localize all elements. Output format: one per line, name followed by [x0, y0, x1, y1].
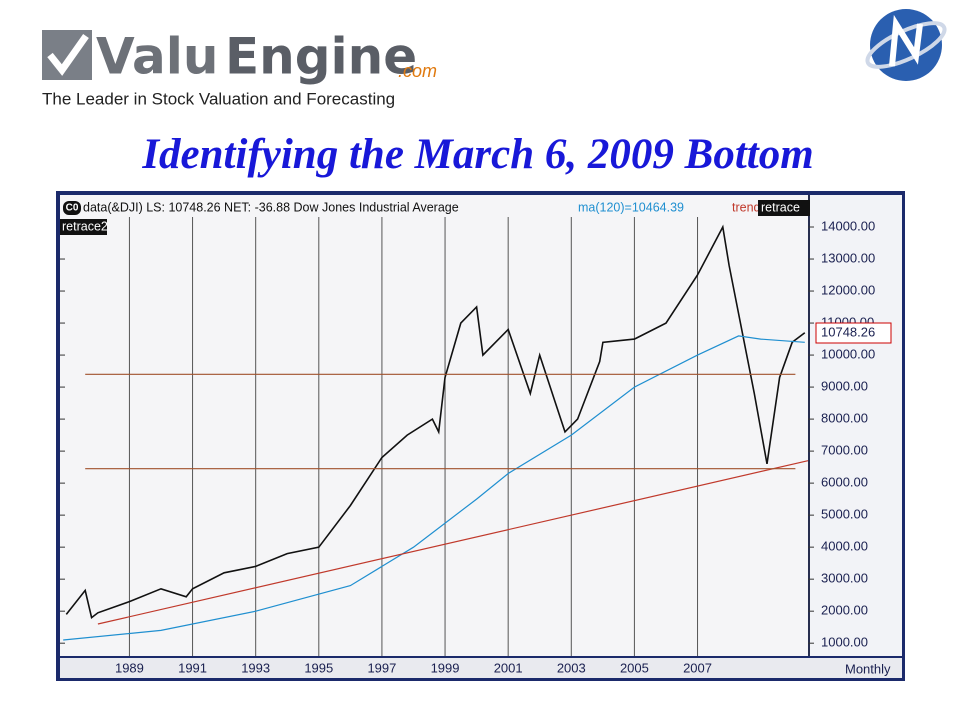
x-tick-label: 1995 [304, 660, 333, 675]
x-tick-label: 1997 [367, 660, 396, 675]
series-line [63, 335, 805, 641]
y-tick-label: 9000.00 [821, 379, 868, 394]
legend-entry: ma(120)=10464.39 [578, 200, 684, 214]
series-line [97, 460, 809, 625]
y-tick-label: 2000.00 [821, 603, 868, 618]
last-price-box [815, 322, 892, 344]
logo-text: Engine [225, 28, 417, 86]
y-tick-label: 4000.00 [821, 539, 868, 554]
y-tick-label: 14000.00 [821, 218, 875, 233]
legend-bg [758, 200, 810, 216]
logo: Valu Engine .com The Leader in Stock Val… [42, 28, 437, 108]
x-tick-label: 1991 [178, 660, 207, 675]
y-tick-label: 1000.00 [821, 635, 868, 650]
logo-check [47, 33, 89, 76]
y-tick-label: 5000.00 [821, 507, 868, 522]
legend-entry: retrace [761, 200, 800, 214]
x-tick-label: 2001 [494, 660, 523, 675]
legend-entry: trend [732, 200, 761, 214]
x-tick-label: 1989 [115, 660, 144, 675]
y-tick-label: 10000.00 [821, 347, 875, 362]
x-axis-area [60, 658, 902, 678]
legend-entry: data(&DJI) LS: 10748.26 NET: -36.88 Dow … [83, 200, 459, 214]
slide-title: Identifying the March 6, 2009 Bottom [141, 131, 813, 178]
x-tick-label: 1999 [431, 660, 460, 675]
tagline: The Leader in Stock Valuation and Foreca… [42, 89, 395, 108]
logo-suffix: .com [398, 61, 437, 81]
plot: 1989 1991 1993 1995 1997 1999 2001 2003 2005 2007… [60, 195, 892, 676]
legend-bg [60, 219, 107, 235]
y-tick-label: 12000.00 [821, 282, 875, 297]
badge [63, 201, 81, 215]
y-tick-label: 8000.00 [821, 411, 868, 426]
x-tick-label: 2003 [557, 660, 586, 675]
period-label: Monthly [845, 661, 891, 676]
legend-entry: retrace2 [62, 219, 108, 233]
plot-area [60, 195, 808, 656]
round-logo [865, 9, 947, 81]
logo-n [889, 14, 923, 67]
x-tick-label: 1993 [241, 660, 270, 675]
x-tick-label: 2005 [620, 660, 649, 675]
series-line [65, 224, 806, 619]
y-axis-area [810, 195, 902, 656]
x-tick-label: 2007 [683, 660, 712, 675]
y-tick-label: 3000.00 [821, 571, 868, 586]
y-tick-label: 6000.00 [821, 475, 868, 490]
logo-text: Valu [96, 28, 218, 86]
y-tick-label: 13000.00 [821, 250, 875, 265]
last-price-label: 10748.26 [821, 324, 875, 339]
y-tick-label: 7000.00 [821, 443, 868, 458]
badge-label: C0 [66, 203, 79, 214]
